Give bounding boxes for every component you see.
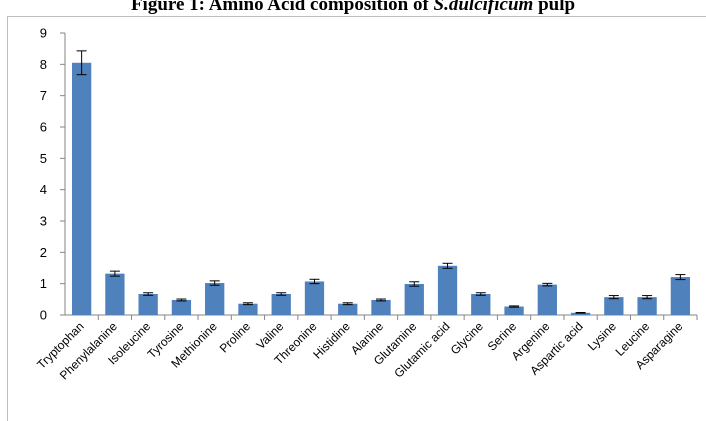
error-bar: [475, 292, 486, 296]
category-label: Histidine: [310, 319, 353, 362]
error-bar: [575, 311, 586, 314]
bar: [105, 273, 125, 315]
bar: [404, 283, 424, 315]
bar: [371, 299, 391, 315]
error-bar: [76, 50, 87, 76]
y-tick-label: 8: [40, 57, 47, 72]
y-tick-label: 3: [40, 214, 47, 229]
y-tick-label: 9: [40, 26, 47, 41]
y-tick-label: 4: [40, 182, 47, 197]
y-tick-label: 5: [40, 151, 47, 166]
error-bar: [409, 281, 420, 287]
bar: [238, 303, 258, 315]
error-bar: [608, 295, 619, 300]
error-bar: [109, 270, 120, 277]
error-bar: [143, 292, 154, 296]
error-bar: [176, 298, 187, 302]
category-labels: TryptophanPhenylalanineIsoleucineTyrosin…: [34, 319, 685, 382]
error-bar: [309, 278, 320, 285]
bar: [604, 297, 624, 315]
figure-title-suffix: pulp: [533, 0, 576, 15]
bar: [670, 277, 691, 315]
category-label: Glycine: [448, 319, 486, 357]
bar: [171, 299, 192, 315]
error-bar: [542, 282, 553, 287]
error-bar: [642, 295, 653, 300]
bar: [537, 284, 557, 315]
bar: [570, 312, 591, 315]
bar: [471, 294, 491, 315]
figure-title: Figure 1: Amino Acid composition of S.du…: [0, 0, 706, 16]
figure-title-prefix: Figure 1: Amino Acid composition of: [130, 0, 434, 15]
chart-frame: [7, 16, 706, 421]
figure-title-species: S.dulcificum: [433, 0, 534, 15]
bar: [304, 281, 325, 315]
y-axis: 0 1 2 3 4 5 6 7 8 9: [40, 26, 66, 323]
bar: [338, 303, 358, 315]
error-bar: [509, 305, 520, 308]
error-bars: [76, 50, 686, 314]
bar: [138, 294, 158, 315]
bar: [504, 306, 524, 315]
bar: [637, 297, 657, 315]
y-tick-label: 6: [40, 120, 47, 135]
error-bar: [242, 302, 253, 306]
y-tick-label: 7: [40, 88, 47, 103]
error-bar: [209, 280, 220, 286]
error-bar: [376, 298, 386, 302]
bar: [437, 265, 458, 315]
error-bar: [342, 302, 353, 306]
y-tick-label: 2: [40, 245, 47, 260]
bar: [205, 283, 225, 315]
bar: [71, 62, 92, 316]
y-tick-label: 0: [40, 308, 47, 323]
bars: [71, 62, 691, 316]
error-bar: [442, 262, 453, 269]
error-bar: [675, 274, 686, 281]
error-bar: [276, 292, 287, 296]
x-axis: [65, 314, 698, 320]
y-tick-label: 1: [40, 276, 47, 291]
category-label: Proline: [217, 319, 254, 356]
bar: [271, 294, 291, 315]
